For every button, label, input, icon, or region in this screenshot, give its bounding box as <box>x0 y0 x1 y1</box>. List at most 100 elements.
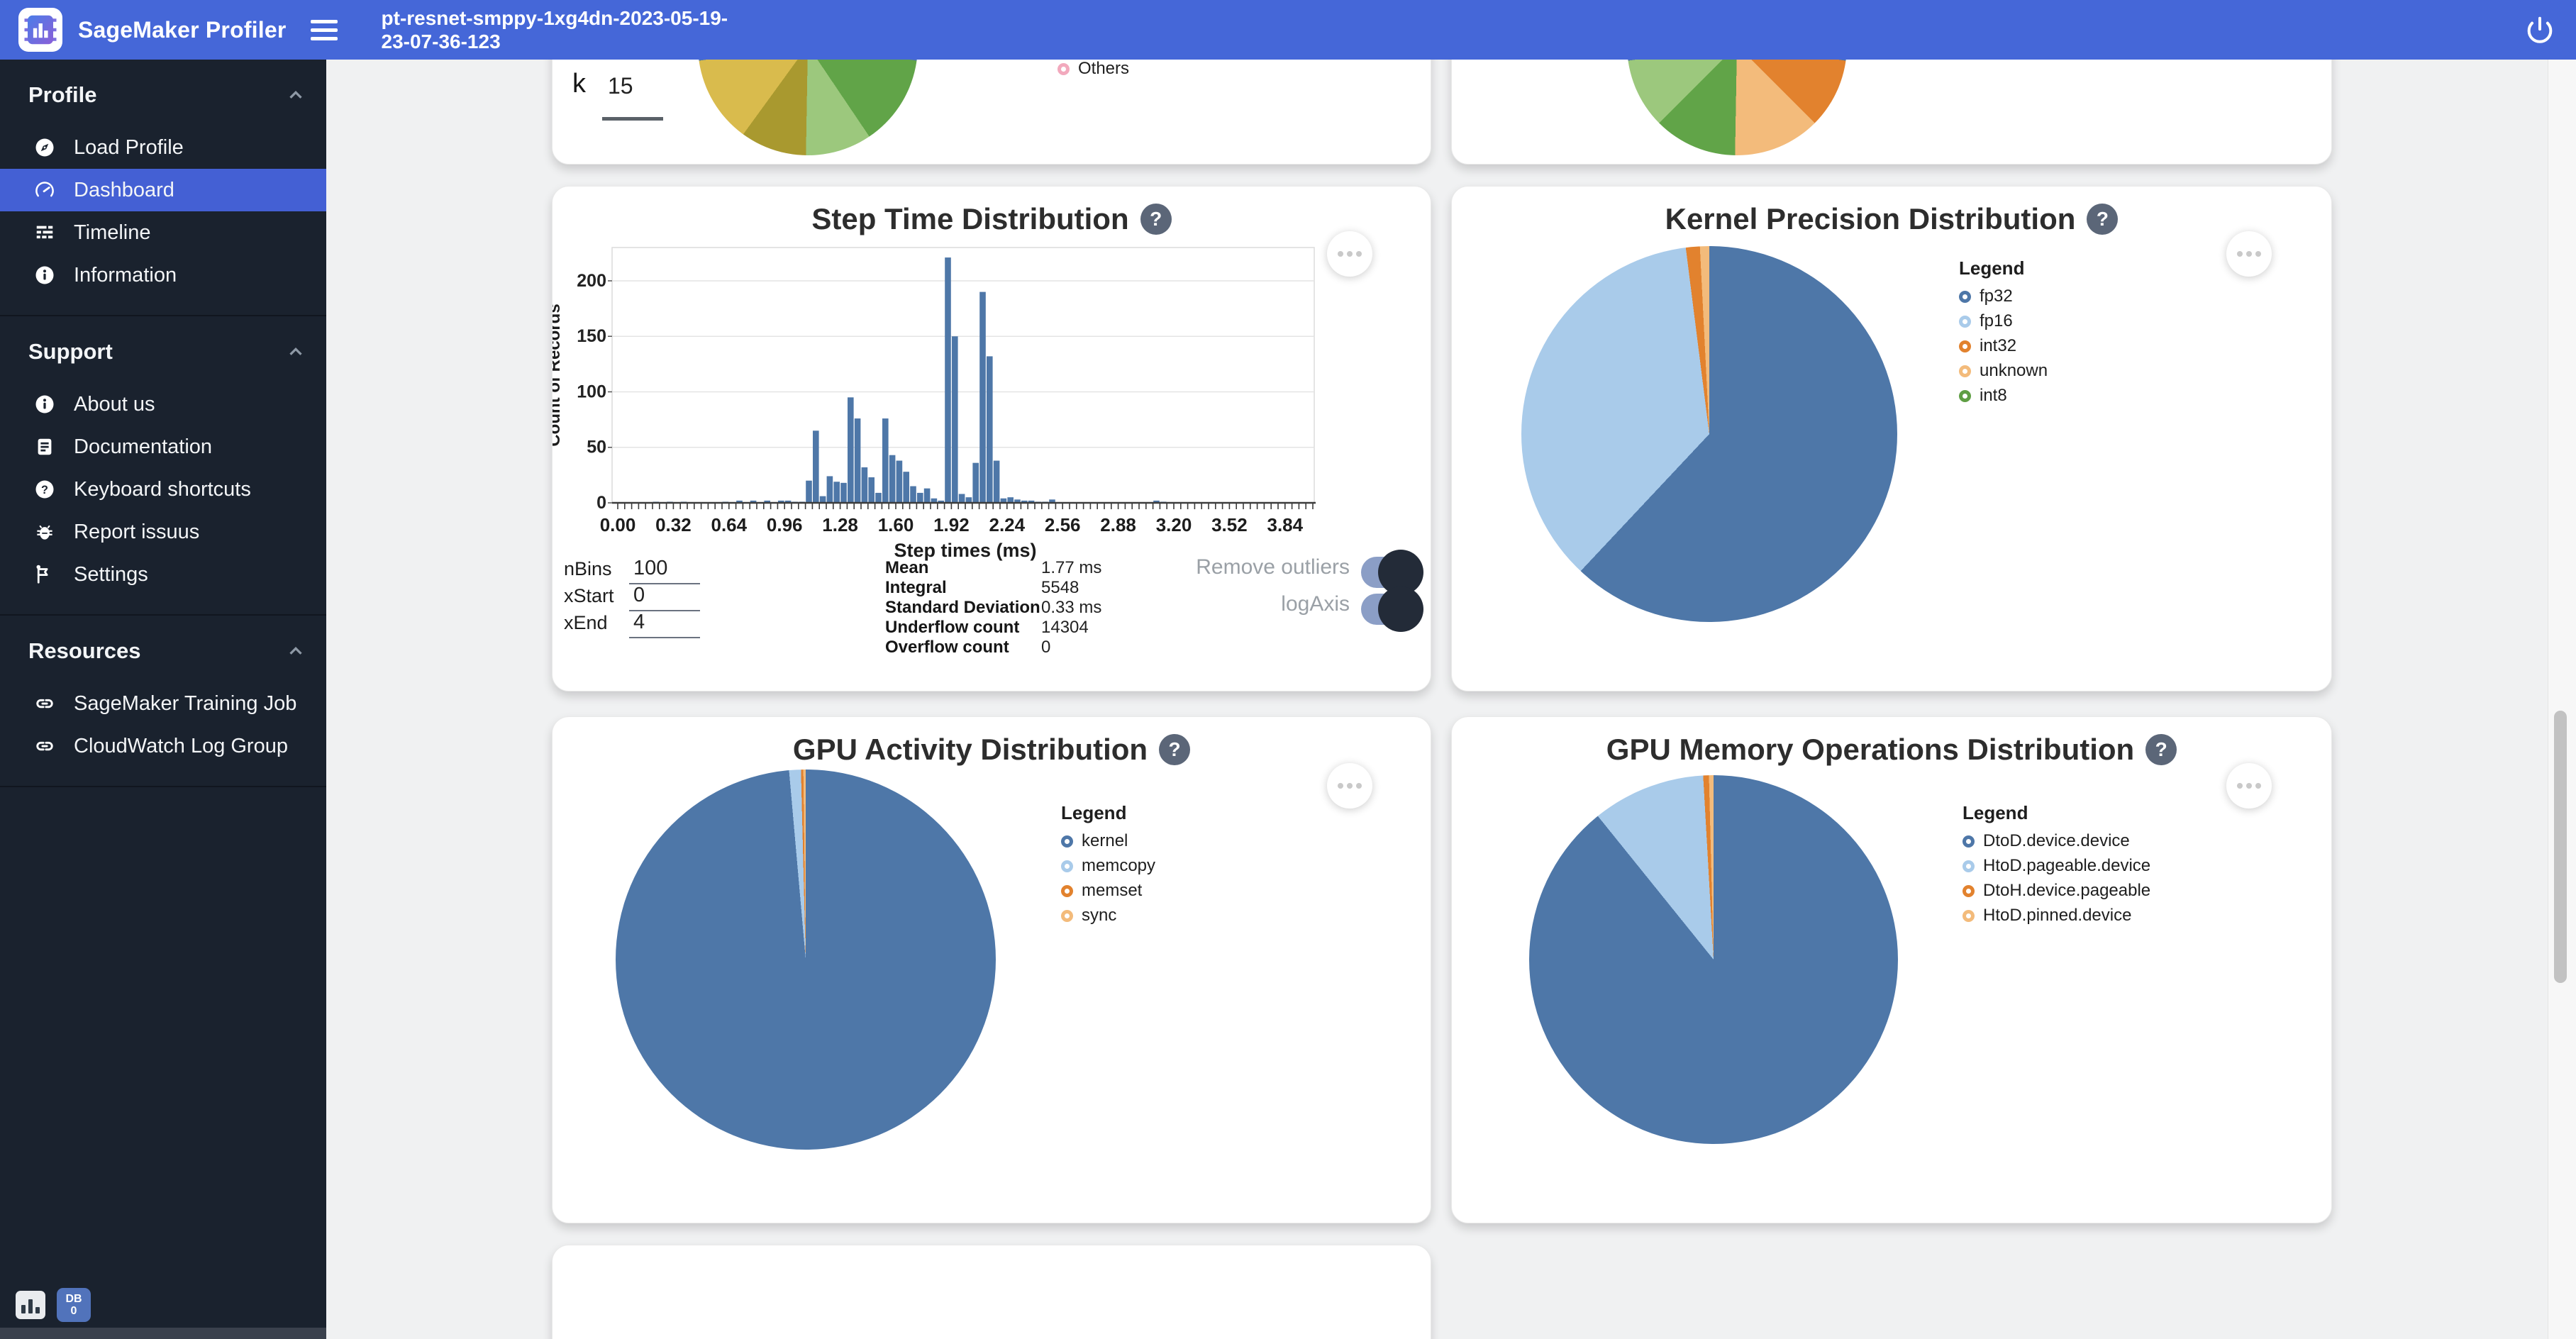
help-icon[interactable]: ? <box>1159 734 1191 765</box>
top-kernels-pie <box>698 60 918 155</box>
legend-item-label: HtoD.pageable.device <box>1983 856 2151 875</box>
xend-input[interactable]: 4 <box>629 611 700 638</box>
gpu-memory-card: GPU Memory Operations Distribution ? Leg… <box>1451 716 2332 1223</box>
help-icon[interactable]: ? <box>1140 204 1172 235</box>
k-input[interactable]: 15 <box>608 73 633 99</box>
svg-text:1.92: 1.92 <box>933 514 970 535</box>
legend-ring-icon <box>1959 315 1971 328</box>
scrollbar-thumb[interactable] <box>2554 711 2567 983</box>
sidebar-item-settings[interactable]: Settings <box>0 553 326 596</box>
legend-ring-icon <box>1057 62 1070 75</box>
legend-item-memset[interactable]: memset <box>1061 881 1155 901</box>
stat-value: 0 <box>1041 638 1051 657</box>
stat-label: Integral <box>885 578 947 597</box>
kernel-precision-pie <box>1521 246 1897 622</box>
stat-standard-deviation: Standard Deviation 0.33 ms <box>885 598 1101 618</box>
scrollbar-track[interactable] <box>2548 60 2576 1339</box>
top-right-card <box>1451 60 2332 165</box>
legend-item-htod-pageable-device[interactable]: HtoD.pageable.device <box>1962 856 2150 876</box>
legend-item-label: int32 <box>1980 336 2017 355</box>
svg-text:1.28: 1.28 <box>822 514 858 535</box>
legend-ring-icon <box>1959 290 1971 303</box>
sidebar-section-header-profile[interactable]: Profile <box>0 61 326 126</box>
help-icon[interactable]: ? <box>2087 204 2119 235</box>
db-badge[interactable]: DB 0 <box>57 1288 91 1322</box>
legend-item-kernel[interactable]: kernel <box>1061 831 1155 851</box>
legend-item-htod-pinned-device[interactable]: HtoD.pinned.device <box>1962 906 2150 926</box>
app-title: SageMaker Profiler <box>78 16 287 43</box>
legend-item-label: int8 <box>1980 386 2007 405</box>
svg-text:1.60: 1.60 <box>878 514 914 535</box>
step-time-histogram: 0 50 100 150 200 0.00 0.32 0.64 0.96 1.28 1.60 1.92… <box>553 247 1316 561</box>
legend-item-label: DtoD.device.device <box>1983 831 2130 850</box>
sidebar-item-label: Dashboard <box>74 178 174 201</box>
sidebar-section-resources: Resources SageMaker Training Job CloudWat… <box>0 616 326 787</box>
more-options-button[interactable] <box>1327 763 1372 809</box>
card-title: Kernel Precision Distribution <box>1665 202 2076 235</box>
document-icon <box>34 436 55 457</box>
log-axis-toggle[interactable] <box>1361 587 1423 632</box>
sidebar-item-cloudwatch-log-group[interactable]: CloudWatch Log Group <box>0 725 326 767</box>
legend-item-fp16[interactable]: fp16 <box>1959 311 2048 331</box>
svg-text:0.32: 0.32 <box>655 514 692 535</box>
legend: Legend fp32 fp16 int32 unknown int8 <box>1959 257 2048 406</box>
sidebar: Profile Load Profile Dashboard Timeline Inf… <box>0 60 326 1339</box>
control-xend: xEnd 4 <box>564 611 700 638</box>
sidebar-item-report-issuus[interactable]: Report issuus <box>0 511 326 553</box>
more-options-button[interactable] <box>2226 763 2272 809</box>
flag-icon <box>34 564 55 585</box>
remove-outliers-toggle[interactable] <box>1361 550 1423 595</box>
more-options-button[interactable] <box>2226 231 2272 277</box>
sidebar-item-information[interactable]: Information <box>0 254 326 296</box>
gpu-memory-pie <box>1529 775 1898 1144</box>
xstart-input[interactable]: 0 <box>629 584 700 611</box>
nbins-input[interactable]: 100 <box>629 557 700 584</box>
svg-text:3.84: 3.84 <box>1267 514 1303 535</box>
stat-value: 0.33 ms <box>1041 598 1102 617</box>
sidebar-item-label: Timeline <box>74 221 151 244</box>
bar-chart-icon[interactable] <box>16 1291 45 1319</box>
legend-ring-icon <box>1061 860 1073 872</box>
legend-item-dtoh-device-pageable[interactable]: DtoH.device.pageable <box>1962 881 2150 901</box>
svg-text:0.64: 0.64 <box>711 514 747 535</box>
sidebar-item-keyboard-shortcuts[interactable]: ? Keyboard shortcuts <box>0 468 326 511</box>
legend-item-unknown[interactable]: unknown <box>1959 361 2048 381</box>
svg-text:100: 100 <box>577 382 606 401</box>
sidebar-item-load-profile[interactable]: Load Profile <box>0 126 326 169</box>
link-icon <box>34 735 55 757</box>
help-icon[interactable]: ? <box>2145 734 2177 765</box>
svg-text:3.52: 3.52 <box>1211 514 1248 535</box>
legend-item-fp32[interactable]: fp32 <box>1959 287 2048 306</box>
link-icon <box>34 693 55 714</box>
legend-item-int8[interactable]: int8 <box>1959 386 2048 406</box>
histogram-controls: nBins 100 xStart 0 xEnd 4 <box>564 557 700 638</box>
control-nbins: nBins 100 <box>564 557 700 584</box>
sidebar-item-dashboard[interactable]: Dashboard <box>0 169 326 211</box>
sidebar-item-timeline[interactable]: Timeline <box>0 211 326 254</box>
card-title: Step Time Distribution <box>811 202 1129 235</box>
card-title: GPU Activity Distribution <box>792 733 1148 766</box>
legend-item-int32[interactable]: int32 <box>1959 336 2048 356</box>
sidebar-section-header-resources[interactable]: Resources <box>0 617 326 682</box>
power-icon[interactable] <box>2524 14 2556 47</box>
sidebar-item-label: Documentation <box>74 435 213 458</box>
dashboard-main: k 15 Others Step Time Distribution ? 0 50… <box>326 60 2548 1339</box>
stat-label: Underflow count <box>885 618 1020 637</box>
sidebar-item-about-us[interactable]: About us <box>0 383 326 426</box>
legend-item-others[interactable]: Others <box>1057 60 1129 79</box>
stat-overflow-count: Overflow count 0 <box>885 638 1101 657</box>
legend-item-sync[interactable]: sync <box>1061 906 1155 926</box>
legend-item-memcopy[interactable]: memcopy <box>1061 856 1155 876</box>
timeline-icon <box>34 222 55 243</box>
sidebar-item-documentation[interactable]: Documentation <box>0 426 326 468</box>
legend-item-label: fp16 <box>1980 311 2013 330</box>
legend-ring-icon <box>1959 340 1971 352</box>
sidebar-item-label: About us <box>74 392 155 416</box>
legend-item-dtod-device-device[interactable]: DtoD.device.device <box>1962 831 2150 851</box>
question-icon: ? <box>34 479 55 500</box>
sidebar-section-header-support[interactable]: Support <box>0 318 326 383</box>
more-options-button[interactable] <box>1327 231 1372 277</box>
hamburger-menu-icon[interactable] <box>310 19 338 40</box>
sidebar-item-sagemaker-training-job[interactable]: SageMaker Training Job <box>0 682 326 725</box>
control-label: nBins <box>564 558 612 579</box>
